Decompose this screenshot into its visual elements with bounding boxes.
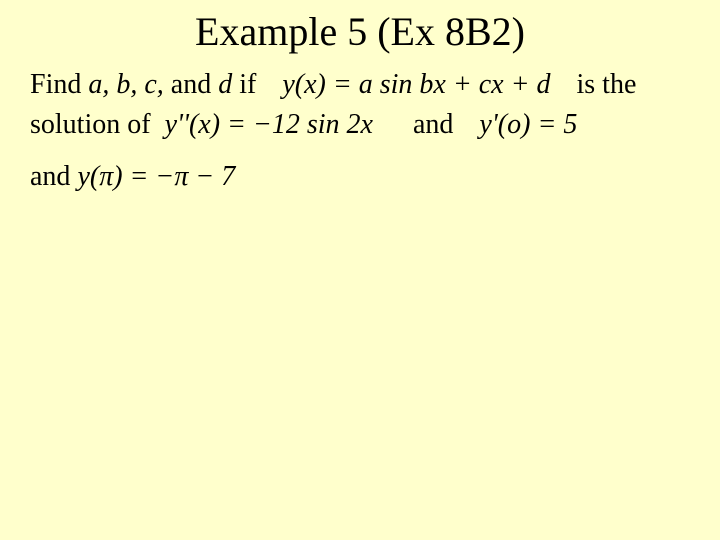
var-d: d [218, 69, 232, 100]
text-and-2: and [413, 109, 453, 140]
text-find: Find [30, 69, 88, 100]
text-solution-of: solution of [30, 109, 151, 140]
equation-ypp: y''(x) = −12 sin 2x [165, 109, 373, 140]
equation-y: y(x) = a sin bx + cx + d [282, 69, 550, 100]
equation-yp0: y'(o) = 5 [479, 109, 577, 140]
var-a: a, [88, 69, 109, 100]
problem-statement: Find a, b, c, and d if y(x) = a sin bx + … [30, 66, 700, 195]
slide-title: Example 5 (Ex 8B2) [0, 8, 720, 55]
var-c: c, [144, 69, 163, 100]
equation-ypi: y(π) = −π − 7 [77, 161, 235, 192]
text-and-1: and [164, 69, 218, 100]
text-and-3: and [30, 161, 77, 192]
text-is-the: is the [577, 69, 637, 100]
text-if: if [232, 69, 256, 100]
var-b: b, [116, 69, 137, 100]
